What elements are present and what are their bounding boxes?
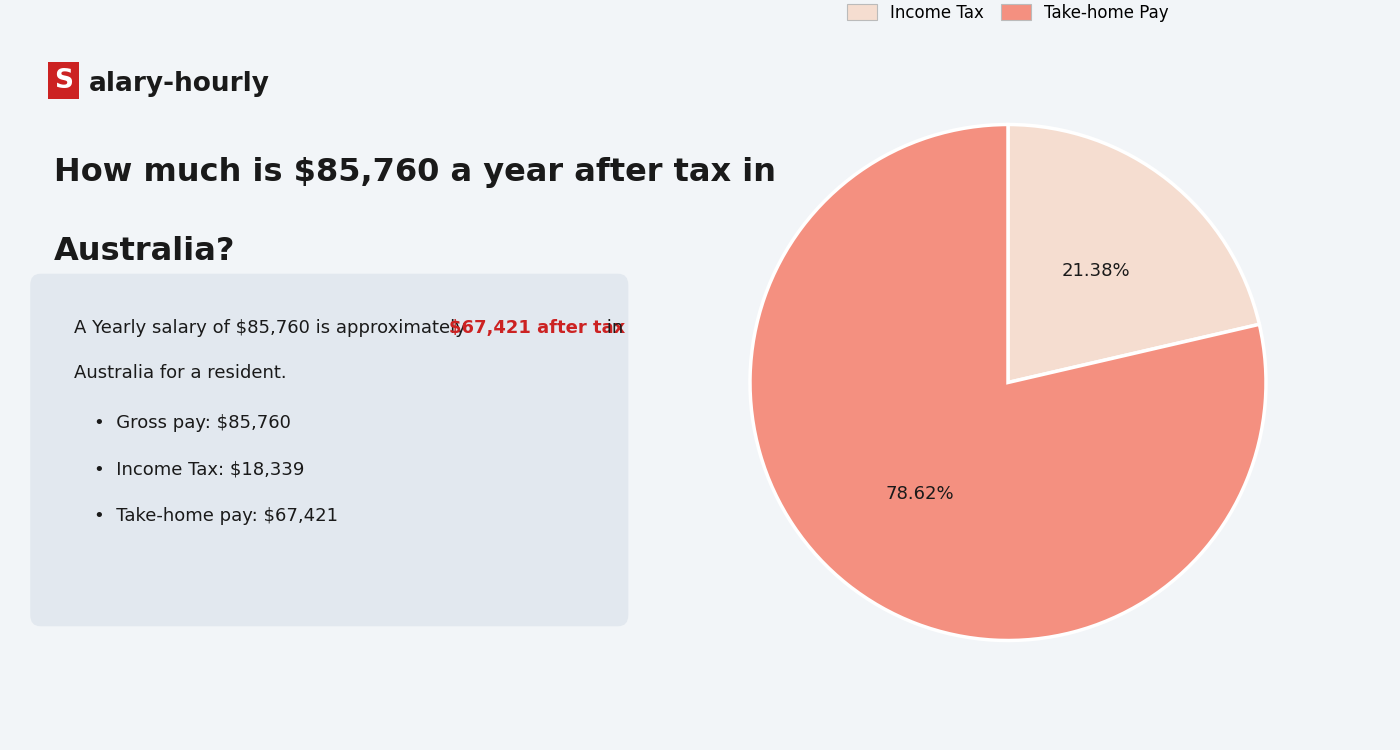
Text: in: in xyxy=(602,319,623,337)
Text: $67,421 after tax: $67,421 after tax xyxy=(449,319,626,337)
Text: Australia?: Australia? xyxy=(53,236,235,267)
Text: •  Take-home pay: $67,421: • Take-home pay: $67,421 xyxy=(94,507,337,525)
FancyBboxPatch shape xyxy=(31,274,629,626)
Text: alary-hourly: alary-hourly xyxy=(88,71,270,98)
Text: A Yearly salary of $85,760 is approximately: A Yearly salary of $85,760 is approximat… xyxy=(74,319,472,337)
Wedge shape xyxy=(750,124,1266,640)
Legend: Income Tax, Take-home Pay: Income Tax, Take-home Pay xyxy=(840,0,1176,28)
Text: 78.62%: 78.62% xyxy=(885,484,953,502)
Text: 21.38%: 21.38% xyxy=(1063,262,1131,280)
Wedge shape xyxy=(1008,124,1260,382)
Text: •  Income Tax: $18,339: • Income Tax: $18,339 xyxy=(94,460,304,478)
Text: S: S xyxy=(53,68,73,94)
Text: Australia for a resident.: Australia for a resident. xyxy=(74,364,287,382)
Text: How much is $85,760 a year after tax in: How much is $85,760 a year after tax in xyxy=(53,158,776,188)
Text: •  Gross pay: $85,760: • Gross pay: $85,760 xyxy=(94,414,291,432)
